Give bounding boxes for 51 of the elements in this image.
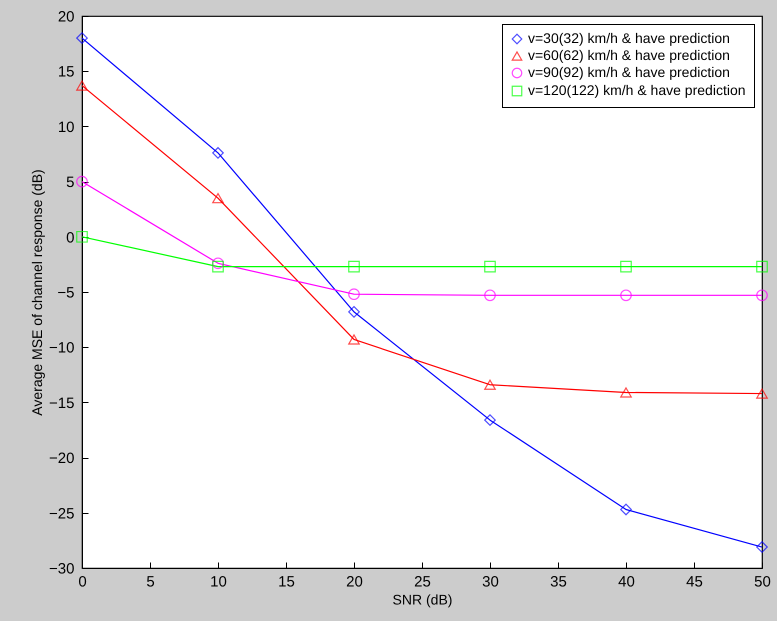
point [620,387,632,398]
point [756,260,768,272]
point [348,288,360,300]
y-tick-label: −10 [49,340,74,357]
x-tick-label: 5 [146,574,155,590]
point [484,260,496,272]
legend-label: v=60(62) km/h & have prediction [528,47,730,63]
y-tick-label: 20 [58,8,74,26]
y-axis-title: Average MSE of channel response (dB) [29,169,46,416]
x-tick-label: 20 [346,574,363,590]
x-tick-label: 40 [618,574,635,590]
point [76,176,88,188]
x-tick-label: 50 [754,574,771,590]
y-tick-label: 10 [58,118,74,136]
x-tick-label: 30 [482,574,499,590]
legend-label: v=30(32) km/h & have prediction [528,30,730,46]
point [620,504,632,516]
point [756,388,768,399]
legend-label: v=90(92) km/h & have prediction [528,64,730,80]
point [620,260,632,272]
y-tick-label: 0 [66,229,74,246]
y-tick-label: 15 [58,64,74,81]
y-tick-label: −20 [49,450,74,468]
y-tick-label: −5 [57,284,74,302]
x-tick-label: 35 [550,574,567,590]
point [756,289,768,302]
x-tick-label: 25 [414,574,431,590]
y-tick-label: −30 [49,560,74,578]
point [620,289,632,302]
point [212,260,224,272]
x-tick-label: 45 [686,574,703,590]
point [484,414,496,426]
point [484,380,496,390]
point [756,541,768,553]
point [76,80,88,91]
point [348,306,360,318]
point [212,147,224,159]
x-tick-label: 15 [278,574,295,590]
x-axis-title: SNR (dB) [392,592,452,608]
point [484,289,496,302]
x-tick-label: 10 [210,574,227,590]
y-tick-label: 5 [66,174,74,192]
point [76,32,88,44]
point [76,230,88,243]
point [212,193,224,204]
legend-label: v=120(122) km/h & have prediction [528,82,746,98]
point [348,334,360,345]
x-tick-label: 0 [78,574,87,590]
y-tick-label: −25 [49,505,74,522]
y-tick-label: −15 [49,394,74,412]
point [348,260,360,272]
